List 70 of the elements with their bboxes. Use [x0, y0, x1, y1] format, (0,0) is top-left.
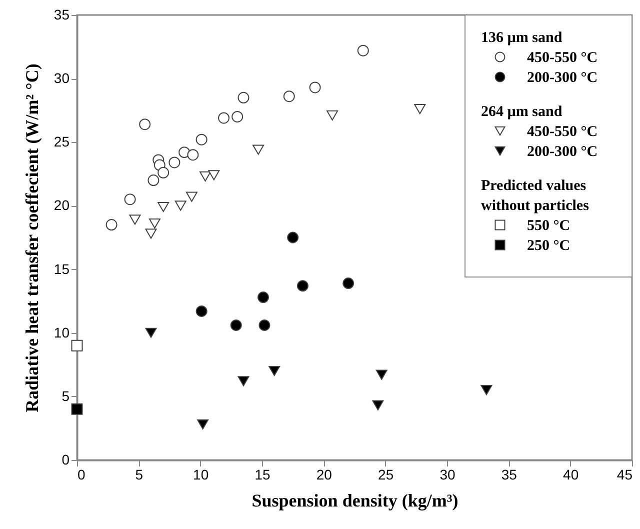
annotation: 136 µm sand	[481, 30, 563, 46]
legend-label: 450-550 °C	[527, 124, 598, 140]
y-axis-title: Radiative heat transfer coeffecient (W/m² °C)	[22, 64, 42, 412]
x-tick-label: 35	[501, 466, 518, 482]
y-tick-label: 0	[62, 452, 70, 468]
legend-label: 200-300 °C	[527, 144, 598, 160]
y-tick-label: 25	[54, 134, 70, 150]
point	[268, 366, 280, 376]
point	[326, 110, 338, 120]
point	[71, 403, 83, 415]
annotation: 264 µm sand	[481, 104, 563, 120]
point	[158, 202, 170, 212]
point	[309, 82, 321, 94]
point	[296, 280, 308, 292]
point	[129, 214, 141, 225]
point	[414, 104, 426, 114]
x-tick-label: 20	[316, 466, 332, 482]
point	[186, 192, 198, 202]
point	[342, 278, 354, 290]
y-tick-label: 5	[62, 388, 70, 404]
point	[168, 156, 180, 168]
x-tick-label: 5	[135, 466, 144, 482]
y-tick-label: 35	[54, 6, 70, 22]
legend-label: 450-550 °C	[527, 50, 598, 66]
point	[148, 174, 160, 186]
point	[376, 370, 388, 380]
point	[124, 194, 136, 206]
point	[283, 90, 295, 102]
x-tick-label: 40	[563, 466, 579, 482]
point	[232, 110, 244, 122]
x-tick-label: 30	[440, 466, 456, 482]
y-tick-label: 10	[54, 324, 70, 340]
point	[252, 144, 264, 155]
y-tick-label: 15	[54, 260, 70, 277]
legend-label: 250 °C	[527, 238, 570, 254]
point	[200, 171, 212, 182]
point	[238, 376, 250, 386]
y-tick-label: 30	[54, 70, 70, 86]
point	[139, 118, 151, 130]
point	[218, 112, 230, 124]
x-tick-label: 25	[378, 466, 394, 482]
legend-label: 200-300 °C	[527, 70, 598, 86]
point	[258, 319, 270, 331]
legend-label: 550 °C	[527, 218, 570, 234]
point	[106, 219, 118, 231]
point	[480, 385, 492, 396]
x-tick-label: 10	[193, 466, 209, 482]
point	[174, 200, 186, 211]
point	[148, 218, 160, 229]
point	[187, 149, 199, 161]
point	[158, 166, 170, 178]
point	[230, 319, 242, 331]
point	[372, 400, 384, 410]
annotation: Predicted values without particles	[481, 178, 590, 214]
y-tick-label: 20	[54, 197, 70, 214]
point	[196, 306, 208, 317]
point	[145, 328, 157, 338]
point	[71, 340, 83, 352]
x-tick-label: 45	[616, 466, 633, 482]
point	[357, 44, 369, 56]
x-tick-label: 0	[78, 466, 86, 482]
x-tick-label: 15	[254, 466, 270, 482]
point	[287, 232, 299, 244]
point	[257, 292, 269, 303]
point	[196, 134, 208, 146]
x-axis-title: Suspension density (kg/m³)	[252, 490, 458, 510]
point	[197, 419, 209, 430]
point	[208, 170, 220, 180]
point	[238, 92, 250, 104]
point	[145, 228, 157, 239]
